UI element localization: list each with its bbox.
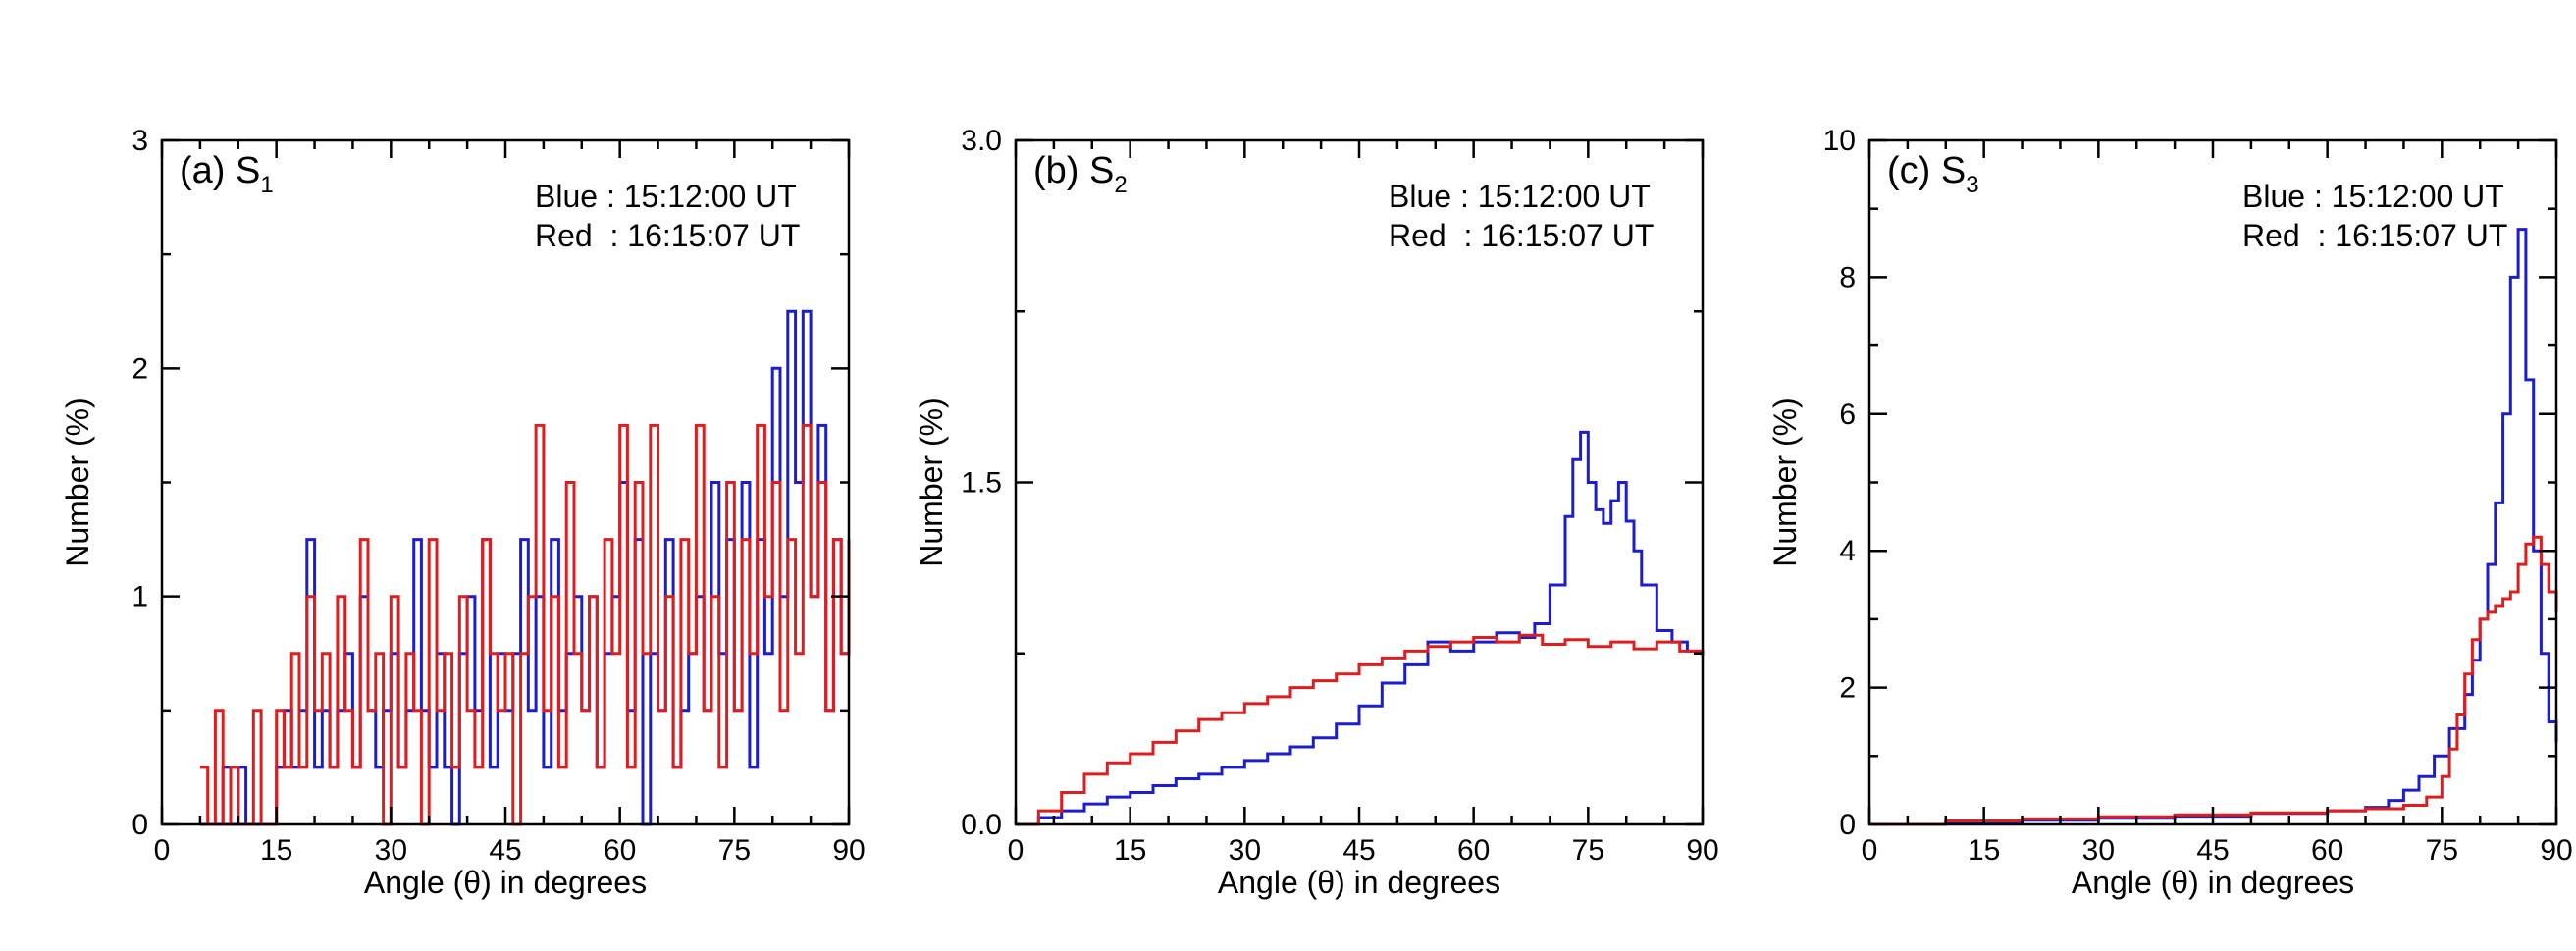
x-tick-label: 30	[1229, 834, 1261, 867]
x-tick-label: 60	[604, 834, 636, 867]
x-tick-label: 15	[260, 834, 292, 867]
x-tick-label: 0	[1008, 834, 1025, 867]
panel-a: 0 15 30 45 60 75 90 0 1 2 3 Angle (θ) in degrees Num…	[60, 125, 866, 900]
series-blue-line	[1869, 228, 2558, 826]
y-tick-label: 3.0	[961, 125, 1002, 157]
x-tick-label: 15	[1114, 834, 1146, 867]
x-axis-label: Angle (θ) in degrees	[2072, 865, 2354, 900]
x-tick-label: 0	[154, 834, 171, 867]
x-tick-label: 75	[718, 834, 751, 867]
x-tick-label: 45	[2196, 834, 2229, 867]
y-tick-label: 4	[1839, 535, 1856, 567]
series-red-line	[1016, 633, 1705, 826]
y-tick-label: 3	[131, 125, 148, 157]
x-tick-label: 60	[1457, 834, 1490, 867]
legend-entry-blue: Blue : 15:12:00 UT	[1389, 179, 1651, 214]
y-tick-label: 2	[131, 352, 148, 385]
y-tick-label: 6	[1839, 398, 1856, 431]
panel-c: 0 15 30 45 60 75 90 0 2 4 6 8 10 Angle (θ) in degrees…	[1767, 125, 2573, 900]
y-tick-label: 1	[131, 581, 148, 613]
panel-title: (b) S2	[1033, 150, 1128, 198]
legend-entry-red: Red : 16:15:07 UT	[535, 218, 800, 253]
y-tick-label: 2	[1839, 672, 1856, 705]
legend-entry-red: Red : 16:15:07 UT	[1389, 218, 1654, 253]
x-tick-label: 75	[2426, 834, 2458, 867]
y-axis-label: Number (%)	[914, 397, 949, 566]
x-axis-label: Angle (θ) in degrees	[364, 865, 647, 900]
y-axis-label: Number (%)	[1767, 397, 1803, 566]
panel-title: (a) S1	[180, 150, 274, 198]
legend-entry-red: Red : 16:15:07 UT	[2242, 218, 2507, 253]
y-tick-label: 8	[1839, 261, 1856, 293]
x-tick-label: 0	[1862, 834, 1878, 867]
panel-subscript: 1	[260, 172, 273, 198]
series-blue-line	[1016, 430, 1705, 826]
y-tick-label: 0	[131, 809, 148, 841]
x-tick-label: 90	[832, 834, 865, 867]
panel-subscript: 2	[1114, 172, 1127, 198]
legend-entry-blue: Blue : 15:12:00 UT	[535, 179, 797, 214]
x-tick-label: 45	[1342, 834, 1375, 867]
panel-letter: (b) S	[1033, 150, 1114, 191]
x-tick-label: 45	[489, 834, 521, 867]
panel-letter: (a) S	[180, 150, 260, 191]
x-tick-label: 90	[1686, 834, 1718, 867]
legend-entry-blue: Blue : 15:12:00 UT	[2242, 179, 2504, 214]
panel-title: (c) S3	[1887, 150, 1979, 198]
x-tick-label: 30	[2082, 834, 2115, 867]
x-tick-label: 15	[1968, 834, 2000, 867]
panel-b: 0 15 30 45 60 75 90 0.0 1.5 3.0 Angle (θ) in degre…	[914, 125, 1719, 900]
x-tick-label: 30	[375, 834, 407, 867]
series-red-line	[199, 423, 851, 826]
y-tick-label: 0	[1839, 809, 1856, 841]
panel-subscript: 3	[1966, 172, 1978, 198]
x-tick-label: 60	[2311, 834, 2343, 867]
panel-letter: (c) S	[1887, 150, 1966, 191]
x-axis-label: Angle (θ) in degrees	[1218, 865, 1500, 900]
series-red-line	[1869, 535, 2558, 826]
y-tick-label: 10	[1823, 125, 1856, 157]
y-axis-label: Number (%)	[60, 397, 95, 566]
series-blue-line	[199, 309, 851, 826]
y-tick-label: 1.5	[961, 467, 1002, 500]
x-tick-label: 90	[2540, 834, 2572, 867]
y-tick-label: 0.0	[961, 809, 1002, 841]
x-tick-label: 75	[1572, 834, 1604, 867]
